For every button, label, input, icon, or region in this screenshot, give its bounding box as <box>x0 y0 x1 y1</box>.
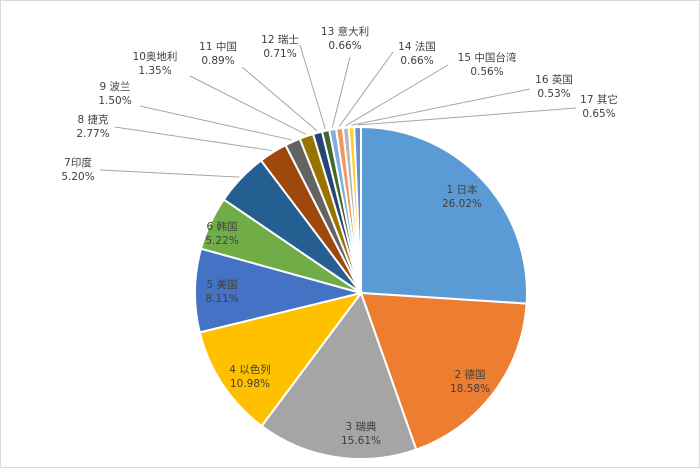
leader-line-12 <box>299 44 326 129</box>
slice-value-label: 1.50% <box>98 95 131 107</box>
leader-line-15 <box>345 64 449 127</box>
slice-category-label: 17 其它 <box>580 93 618 106</box>
slice-category-label: 15 中国台湾 <box>458 51 517 64</box>
slice-value-label: 15.61% <box>341 435 381 447</box>
slice-category-label: 6 韩国 <box>206 220 237 233</box>
slice-category-label: 12 瑞士 <box>261 33 299 46</box>
slice-category-label: 2 德国 <box>454 368 485 381</box>
slice-value-label: 0.53% <box>537 88 570 100</box>
pie-slice-4 <box>198 291 364 428</box>
leader-line-10 <box>189 75 306 135</box>
slice-value-label: 1.35% <box>138 65 171 77</box>
leader-line-14 <box>338 51 394 127</box>
slice-category-label: 1 日本 <box>446 183 478 196</box>
slice-value-label: 5.20% <box>61 171 94 183</box>
leader-line-13 <box>331 56 351 128</box>
leader-line-8 <box>114 126 272 152</box>
slice-value-label: 10.98% <box>230 378 270 390</box>
slice-value-label: 8.11% <box>205 293 238 305</box>
pie-slice-3 <box>260 290 418 460</box>
slice-value-label: 2.77% <box>76 128 109 140</box>
leader-line-7 <box>99 169 240 178</box>
slice-value-label: 0.56% <box>470 66 503 78</box>
pie-slice-2 <box>359 291 528 451</box>
slice-category-label: 13 意大利 <box>321 25 369 38</box>
slice-category-label: 8 捷克 <box>77 113 109 126</box>
slice-category-label: 14 法国 <box>398 40 436 53</box>
slice-value-label: 26.02% <box>442 198 482 210</box>
leader-line-17 <box>357 107 577 126</box>
slice-value-label: 5.22% <box>205 235 238 247</box>
pie-slice-17 <box>353 125 362 294</box>
pie-slice-1 <box>360 125 528 305</box>
slice-category-label: 16 英国 <box>535 73 573 86</box>
slice-value-label: 18.58% <box>450 383 490 395</box>
slice-category-label: 7印度 <box>64 156 92 169</box>
leader-line-16 <box>351 88 531 126</box>
slice-value-label: 0.66% <box>400 55 433 67</box>
slice-category-label: 5 美国 <box>206 278 237 291</box>
slice-category-label: 9 波兰 <box>99 80 130 93</box>
slice-value-label: 0.71% <box>263 48 296 60</box>
slice-value-label: 0.66% <box>328 40 361 52</box>
leader-line-9 <box>139 105 292 141</box>
slice-value-label: 0.65% <box>582 108 615 120</box>
slice-category-label: 3 瑞典 <box>345 420 377 433</box>
leader-line-11 <box>241 66 318 132</box>
slice-category-label: 11 中国 <box>199 40 237 53</box>
slice-value-label: 0.89% <box>201 55 234 67</box>
slice-category-label: 4 以色列 <box>229 363 271 376</box>
slice-category-label: 10奥地利 <box>133 50 178 63</box>
